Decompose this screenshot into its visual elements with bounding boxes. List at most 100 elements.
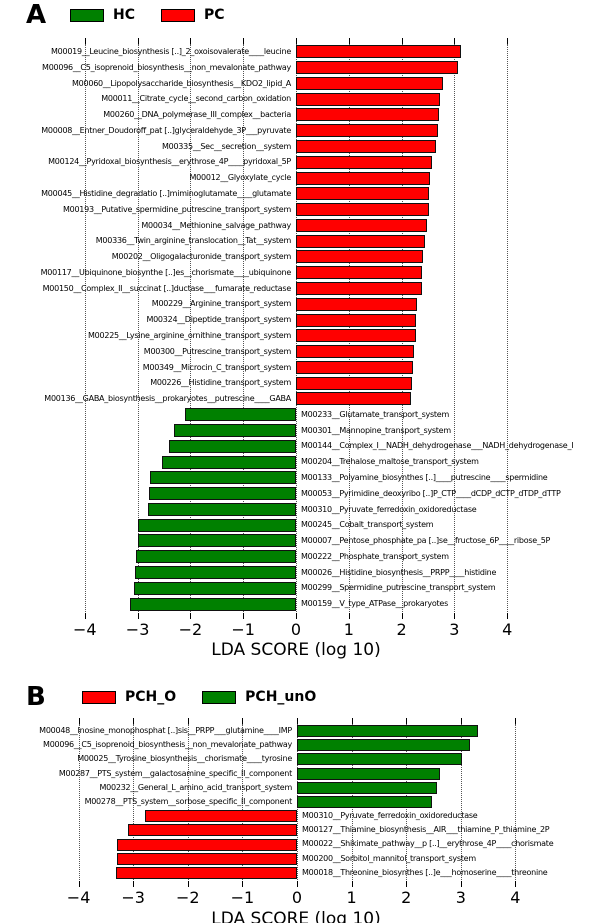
x-axis-title: LDA SCORE (log 10) — [211, 640, 381, 660]
axis-tick — [454, 38, 456, 44]
bar-label: M00204__Trehalose_maltose_transport_syst… — [301, 457, 479, 467]
legend-swatch-pch-uno — [202, 690, 237, 704]
panel-a-legend: HC PC — [70, 7, 225, 23]
bar-label: M00018__Threonine_biosynthes [..]e___hom… — [302, 867, 548, 877]
bar-row: M00034__Methionine_salvage_pathway — [0, 218, 600, 234]
bar-row: M00096__C5_isoprenoid_biosynthesis__non_… — [0, 738, 600, 752]
axis-tick-label: −4 — [73, 620, 97, 639]
legend-item-hc: HC — [70, 7, 135, 23]
panel-a-letter: A — [26, 0, 47, 30]
bar-label: M00012__Glyoxylate_cycle — [189, 173, 292, 183]
bar-row: M00008__Entner_Doudoroff_pat [..]glycera… — [0, 123, 600, 139]
bar-row: M00335__Sec__secretion__system — [0, 139, 600, 155]
axis-tick-label: −2 — [178, 620, 203, 639]
lda-bar — [134, 566, 296, 580]
bar-label: M00200__Sorbitol_mannitol_transport_syst… — [302, 853, 476, 863]
lda-bar — [297, 753, 462, 766]
axis-tick-label: −3 — [125, 620, 150, 639]
axis-tick-labels: −4 −3 −2 −1 0 1 2 3 4 — [0, 888, 600, 907]
axis-tick — [137, 38, 139, 44]
bar-row: M00045__Histidine_degradatio [..]miminog… — [0, 186, 600, 202]
bar-row: M00324__Dipeptide_transport_system — [0, 312, 600, 328]
bar-row: M00018__Threonine_biosynthes [..]e___hom… — [0, 866, 600, 880]
axis-tick — [78, 881, 80, 887]
axis-tick — [515, 881, 517, 887]
lda-bar — [296, 392, 411, 406]
bar-label: M00011__Citrate_cycle__second_carbon_oxi… — [101, 94, 291, 104]
axis-tick — [507, 613, 509, 619]
bar-label: M00310__Pyruvate_ferredoxin_oxidoreducta… — [301, 504, 477, 514]
panel-a-plot-area: M00019__Leucine_biosynthesis [..]_2_oxoi… — [0, 44, 600, 612]
bar-label: M00019__Leucine_biosynthesis [..]_2_oxoi… — [50, 47, 291, 56]
lda-bar — [297, 795, 432, 808]
lda-bar — [296, 360, 414, 374]
axis-tick — [84, 38, 86, 44]
lda-bar — [185, 408, 296, 422]
bar-label: M00127__Thiamine_biosynthesis__AIR___thi… — [302, 825, 550, 835]
legend-item-pch-o: PCH_O — [82, 689, 176, 705]
axis-tick — [296, 38, 297, 44]
bar-label: M00053__Pyrimidine_deoxyribo [..]P_CTP__… — [301, 488, 561, 498]
bar-row: M00060__Lipopolysaccharide_biosynthesis_… — [0, 76, 600, 92]
lda-bar — [296, 155, 432, 169]
lda-bar — [168, 439, 296, 453]
bar-row: M00159__V_type_ATPase__prokaryotes — [0, 596, 600, 612]
legend-item-pc: PC — [161, 7, 225, 23]
bar-label: M00159__V_type_ATPase__prokaryotes — [301, 599, 449, 609]
axis-tick — [296, 613, 297, 619]
axis-tick-label: 1 — [346, 888, 357, 907]
lda-bar — [128, 824, 297, 837]
bar-row: M00336__Twin_arginine_translocation__Tat… — [0, 233, 600, 249]
bar-row: M00300__Putrescine_transport_system — [0, 344, 600, 360]
lda-bar — [296, 266, 423, 280]
bar-label: M00133__Polyamine_biosynthes [..]____put… — [301, 473, 548, 482]
bar-row: M00278__PTS_system__sorbose_specific_II_… — [0, 795, 600, 809]
axis-tick — [187, 718, 189, 724]
bar-label: M00136__GABA_biosynthesis__prokaryotes__… — [44, 394, 291, 404]
axis-tick — [190, 38, 192, 44]
lda-bar — [296, 297, 418, 311]
gridline — [242, 724, 244, 880]
bar-label: M00034__Methionine_salvage_pathway — [141, 220, 291, 230]
lda-bar — [117, 838, 297, 851]
lda-bar — [296, 282, 422, 296]
bar-row: M00200__Sorbitol_mannitol_transport_syst… — [0, 852, 600, 866]
axis-tick-label: 3 — [455, 888, 466, 907]
lda-bar — [297, 781, 438, 794]
gridline — [296, 44, 297, 612]
bar-label: M00045__Histidine_degradatio [..]miminog… — [41, 189, 291, 198]
bar-row: M00229__Arginine_transport_system — [0, 296, 600, 312]
bar-label: M00226__Histidine_transport_system — [150, 378, 291, 388]
axis-tick — [133, 881, 135, 887]
axis-ticks-top — [0, 38, 600, 44]
lda-bar — [296, 187, 430, 201]
bar-row: M00287__PTS_system__galactosamine_specif… — [0, 767, 600, 781]
bar-label: M00299__Spermidine_putrescine_transport_… — [301, 583, 496, 593]
bar-row: M00136__GABA_biosynthesis__prokaryotes__… — [0, 391, 600, 407]
bar-label: M00335__Sec__secretion__system — [161, 141, 291, 151]
bar-label: M00300__Putrescine_transport_system — [143, 346, 291, 356]
axis-tick — [137, 613, 139, 619]
lda-bar — [115, 866, 297, 879]
lda-bar — [296, 108, 439, 122]
lda-bar — [137, 534, 296, 548]
panel-b-legend: PCH_O PCH_unO — [82, 689, 316, 705]
legend-item-pch-uno: PCH_unO — [202, 689, 316, 705]
gridline — [515, 724, 517, 880]
axis-tick-label: 2 — [396, 620, 407, 639]
gridline — [454, 44, 456, 612]
axis-tick-label: 4 — [502, 620, 513, 639]
bar-label: M00245__Cobalt_transport_system — [301, 520, 434, 530]
axis-tick — [460, 718, 462, 724]
bar-row: M00310__Pyruvate_ferredoxin_oxidoreducta… — [0, 502, 600, 518]
axis-tick-label: 2 — [401, 888, 412, 907]
bar-row: M00150__Complex_II__succinat [..]ductase… — [0, 281, 600, 297]
axis-tick — [78, 718, 80, 724]
axis-ticks-bottom — [0, 881, 600, 887]
lda-bar — [296, 171, 431, 185]
x-axis-title: LDA SCORE (log 10) — [211, 909, 381, 923]
axis-tick — [242, 718, 244, 724]
bar-row: M00022__Shikimate_pathway__p [..]__eryth… — [0, 837, 600, 851]
bar-row: M00233__Glutamate_transport_system — [0, 407, 600, 423]
panel-a: A HC PC M00019__Leucine_biosynthesis [..… — [0, 0, 600, 660]
